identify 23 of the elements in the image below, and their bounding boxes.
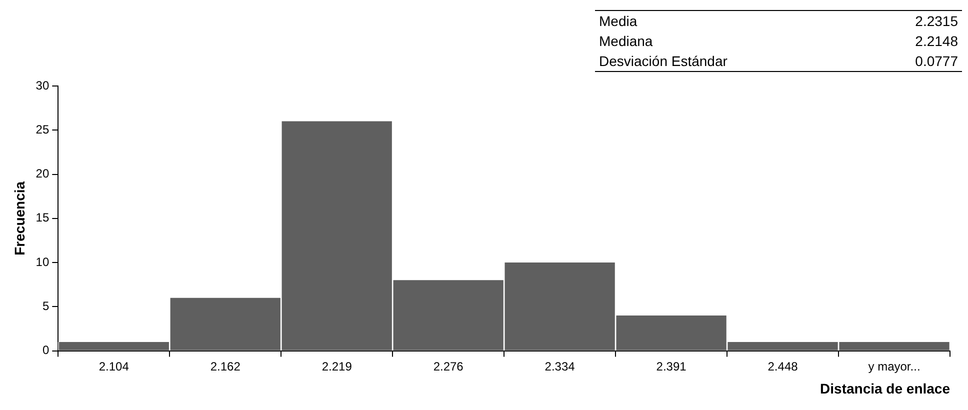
text: 2.2148 — [914, 32, 959, 51]
x-tick-label: y mayor... — [868, 359, 920, 374]
y-tick-label: 20 — [36, 166, 50, 181]
y-tick-label: 0 — [42, 343, 50, 358]
x-tick-label: 2.104 — [98, 359, 130, 374]
x-tick-label: 2.448 — [768, 359, 798, 374]
text: Media — [598, 12, 638, 31]
text: Mediana — [598, 32, 654, 51]
y-tick-label: 30 — [36, 78, 50, 92]
y-tick-label: 5 — [42, 298, 50, 313]
x-axis-title: Distancia de enlace — [820, 380, 950, 396]
text: 2.2315 — [914, 12, 959, 31]
text: 0.0777 — [914, 52, 959, 71]
text: Desviación Estándar — [598, 52, 728, 71]
x-tick-label: 2.276 — [433, 359, 464, 374]
x-tick-label: 2.391 — [656, 359, 687, 374]
x-tick-label: 2.219 — [322, 359, 352, 374]
y-tick-label: 25 — [36, 122, 50, 136]
x-tick-label: 2.334 — [544, 359, 576, 374]
y-tick-label: 15 — [36, 210, 50, 225]
x-tick-label: 2.162 — [210, 359, 241, 374]
y-axis-title: Frecuencia — [11, 181, 28, 256]
y-tick-label: 10 — [36, 254, 50, 269]
